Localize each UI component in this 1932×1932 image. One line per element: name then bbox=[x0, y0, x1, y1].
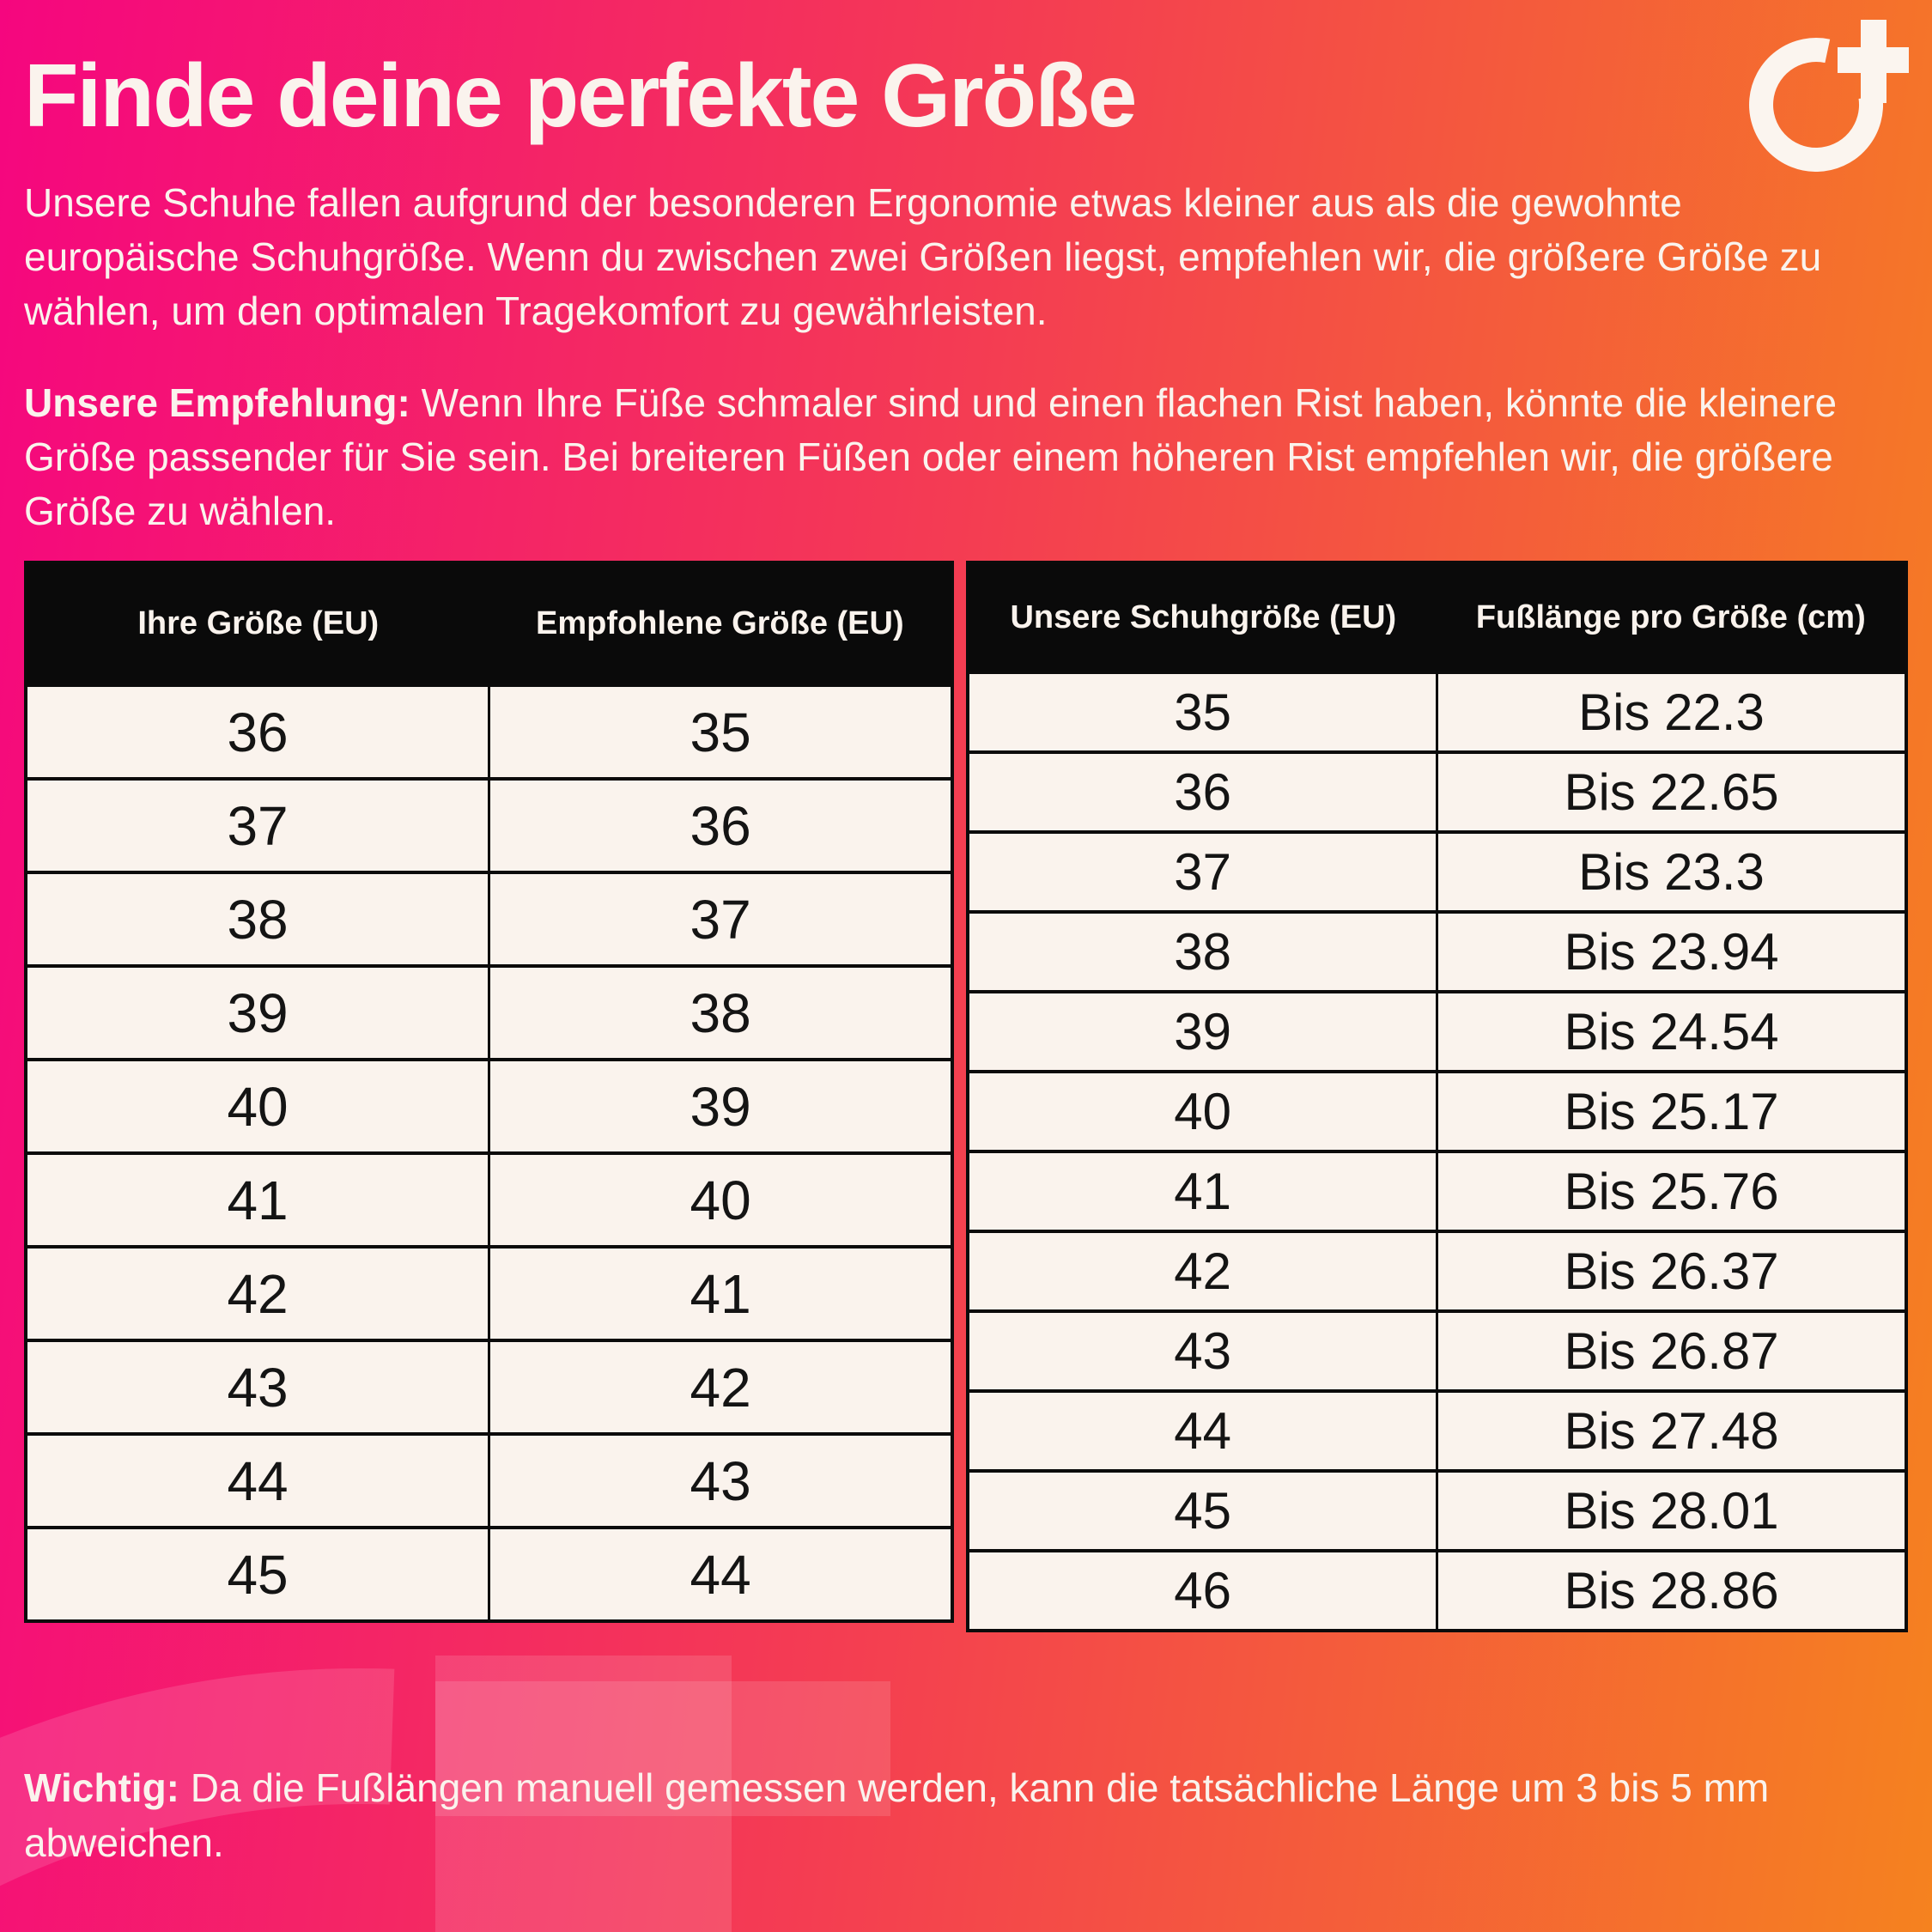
column-header-your-size: Ihre Größe (EU) bbox=[26, 562, 489, 686]
table-cell: 37 bbox=[24, 777, 491, 875]
table-cell: 42 bbox=[966, 1230, 1439, 1314]
column-header-foot-length: Fußlänge pro Größe (cm) bbox=[1437, 562, 1906, 673]
table-row: 39 38 bbox=[24, 964, 954, 1062]
table-cell: 41 bbox=[966, 1150, 1439, 1234]
table-cell: 39 bbox=[488, 1058, 954, 1156]
table-row: 38 37 bbox=[24, 871, 954, 969]
table-row: 42 Bis 26.37 bbox=[966, 1230, 1908, 1314]
table-row: 39 Bis 24.54 bbox=[966, 990, 1908, 1074]
table-row: 46 Bis 28.86 bbox=[966, 1549, 1908, 1633]
foot-length-table: Unsere Schuhgröße (EU) Fußlänge pro Größ… bbox=[966, 561, 1908, 1633]
table-cell: Bis 28.86 bbox=[1436, 1549, 1908, 1633]
table-cell: 37 bbox=[966, 830, 1439, 914]
table-cell: Bis 28.01 bbox=[1436, 1469, 1908, 1553]
table-cell: 38 bbox=[488, 964, 954, 1062]
table-cell: 40 bbox=[24, 1058, 491, 1156]
table-cell: 42 bbox=[488, 1339, 954, 1437]
table-cell: Bis 24.54 bbox=[1436, 990, 1908, 1074]
table-cell: 46 bbox=[966, 1549, 1439, 1633]
brand-logo bbox=[1749, 20, 1919, 172]
table-cell: Bis 23.3 bbox=[1436, 830, 1908, 914]
table-row: 38 Bis 23.94 bbox=[966, 910, 1908, 994]
table-cell: Bis 26.87 bbox=[1436, 1309, 1908, 1394]
table-row: 43 Bis 26.87 bbox=[966, 1309, 1908, 1394]
table-cell: 37 bbox=[488, 871, 954, 969]
column-header-recommended-size: Empfohlene Größe (EU) bbox=[489, 562, 953, 686]
table-cell: 40 bbox=[966, 1070, 1439, 1154]
table-cell: 45 bbox=[966, 1469, 1439, 1553]
table-cell: 43 bbox=[966, 1309, 1439, 1394]
table-cell: Bis 26.37 bbox=[1436, 1230, 1908, 1314]
table-row: 42 41 bbox=[24, 1245, 954, 1343]
table-row: 37 Bis 23.3 bbox=[966, 830, 1908, 914]
table-cell: 45 bbox=[24, 1526, 491, 1624]
recommendation-label: Unsere Empfehlung: bbox=[24, 380, 410, 426]
table-header-row: Ihre Größe (EU) Empfohlene Größe (EU) bbox=[26, 562, 953, 686]
table-row: 44 Bis 27.48 bbox=[966, 1389, 1908, 1473]
table-cell: Bis 22.65 bbox=[1436, 750, 1908, 835]
intro-paragraph: Unsere Schuhe fallen aufgrund der besond… bbox=[24, 180, 1822, 334]
table-row: 45 44 bbox=[24, 1526, 954, 1624]
page-title: Finde deine perfekte Größe bbox=[24, 46, 1138, 146]
table-cell: 39 bbox=[966, 990, 1439, 1074]
table-row: 45 Bis 28.01 bbox=[966, 1469, 1908, 1553]
size-recommendation-table: Ihre Größe (EU) Empfohlene Größe (EU) 36… bbox=[24, 561, 955, 1624]
table-row: 40 Bis 25.17 bbox=[966, 1070, 1908, 1154]
table-row: 37 36 bbox=[24, 777, 954, 875]
table-cell: Bis 27.48 bbox=[1436, 1389, 1908, 1473]
table-cell: 44 bbox=[966, 1389, 1439, 1473]
table-row: 43 42 bbox=[24, 1339, 954, 1437]
table-cell: 36 bbox=[488, 777, 954, 875]
recommendation-text: Wenn Ihre Füße schmaler sind und einen f… bbox=[24, 380, 1838, 534]
table-cell: 44 bbox=[488, 1526, 954, 1624]
table-cell: 41 bbox=[488, 1245, 954, 1343]
table-row: 35 Bis 22.3 bbox=[966, 671, 1908, 755]
table-header-row: Unsere Schuhgröße (EU) Fußlänge pro Größ… bbox=[968, 562, 1906, 673]
important-note-label: Wichtig: bbox=[24, 1765, 179, 1811]
table-cell: 42 bbox=[24, 1245, 491, 1343]
table-cell: 38 bbox=[24, 871, 491, 969]
table-row: 44 43 bbox=[24, 1432, 954, 1530]
table-row: 41 40 bbox=[24, 1151, 954, 1249]
table-row: 41 Bis 25.76 bbox=[966, 1150, 1908, 1234]
table-cell: 43 bbox=[488, 1432, 954, 1530]
table-cell: 35 bbox=[488, 683, 954, 781]
table-row: 36 35 bbox=[24, 683, 954, 781]
table-cell: 36 bbox=[24, 683, 491, 781]
circle-plus-icon bbox=[1749, 20, 1909, 172]
table-cell: 35 bbox=[966, 671, 1439, 755]
important-note-text: Da die Fußlängen manuell gemessen werden… bbox=[24, 1765, 1770, 1865]
table-cell: 39 bbox=[24, 964, 491, 1062]
table-cell: 44 bbox=[24, 1432, 491, 1530]
recommendation-paragraph: Unsere Empfehlung: Wenn Ihre Füße schmal… bbox=[24, 376, 1908, 538]
size-tables: Ihre Größe (EU) Empfohlene Größe (EU) 36… bbox=[24, 561, 1908, 1633]
table-cell: Bis 25.17 bbox=[1436, 1070, 1908, 1154]
table-cell: Bis 23.94 bbox=[1436, 910, 1908, 994]
table-cell: Bis 22.3 bbox=[1436, 671, 1908, 755]
important-note: Wichtig: Da die Fußlängen manuell gemess… bbox=[24, 1761, 1908, 1869]
table-cell: 41 bbox=[24, 1151, 491, 1249]
table-row: 36 Bis 22.65 bbox=[966, 750, 1908, 835]
table-cell: 43 bbox=[24, 1339, 491, 1437]
table-cell: 36 bbox=[966, 750, 1439, 835]
table-cell: 40 bbox=[488, 1151, 954, 1249]
table-cell: Bis 25.76 bbox=[1436, 1150, 1908, 1234]
table-row: 40 39 bbox=[24, 1058, 954, 1156]
table-cell: 38 bbox=[966, 910, 1439, 994]
column-header-our-shoe-size: Unsere Schuhgröße (EU) bbox=[968, 562, 1437, 673]
